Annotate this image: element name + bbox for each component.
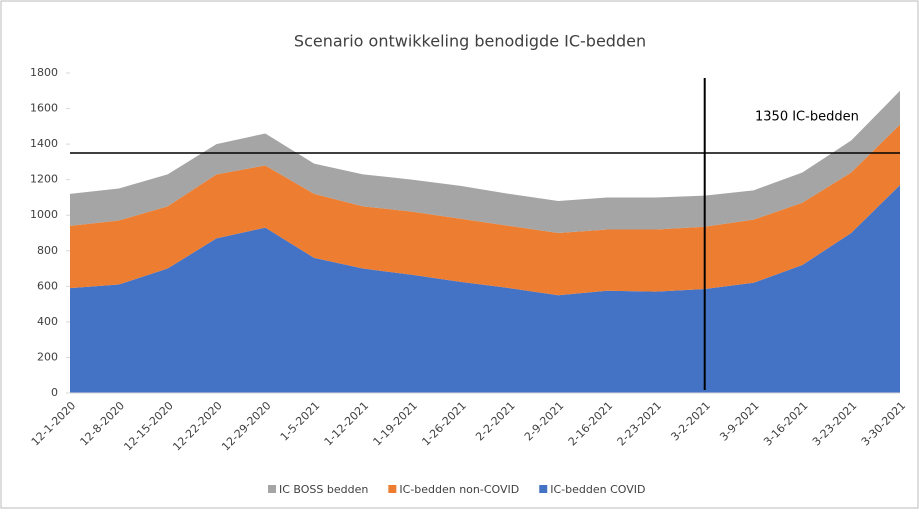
y-tick-label: 800 [37,244,58,257]
legend-label: IC BOSS bedden [279,483,368,496]
y-tick-label: 1400 [30,137,58,150]
legend-swatch [388,485,397,493]
area [70,90,900,234]
legend-swatch [539,485,548,493]
y-tick-label: 400 [37,315,58,328]
legend-swatch [268,485,276,493]
chart-title: Scenario ontwikkeling benodigde IC-bedde… [294,32,646,51]
y-tick-label: 1000 [30,208,58,221]
area [70,185,900,393]
legend-label: IC-bedden COVID [550,483,645,496]
y-tick-label: 200 [37,350,58,363]
y-tick-label: 0 [51,386,58,399]
y-tick-label: 600 [37,279,58,292]
legend-label: IC-bedden non-COVID [399,483,519,496]
y-tick-label: 1600 [30,102,58,115]
reference-label: 1350 IC-bedden [755,110,859,125]
y-tick-label: 1800 [30,66,58,79]
area [70,124,900,296]
y-tick-label: 1200 [30,173,58,186]
